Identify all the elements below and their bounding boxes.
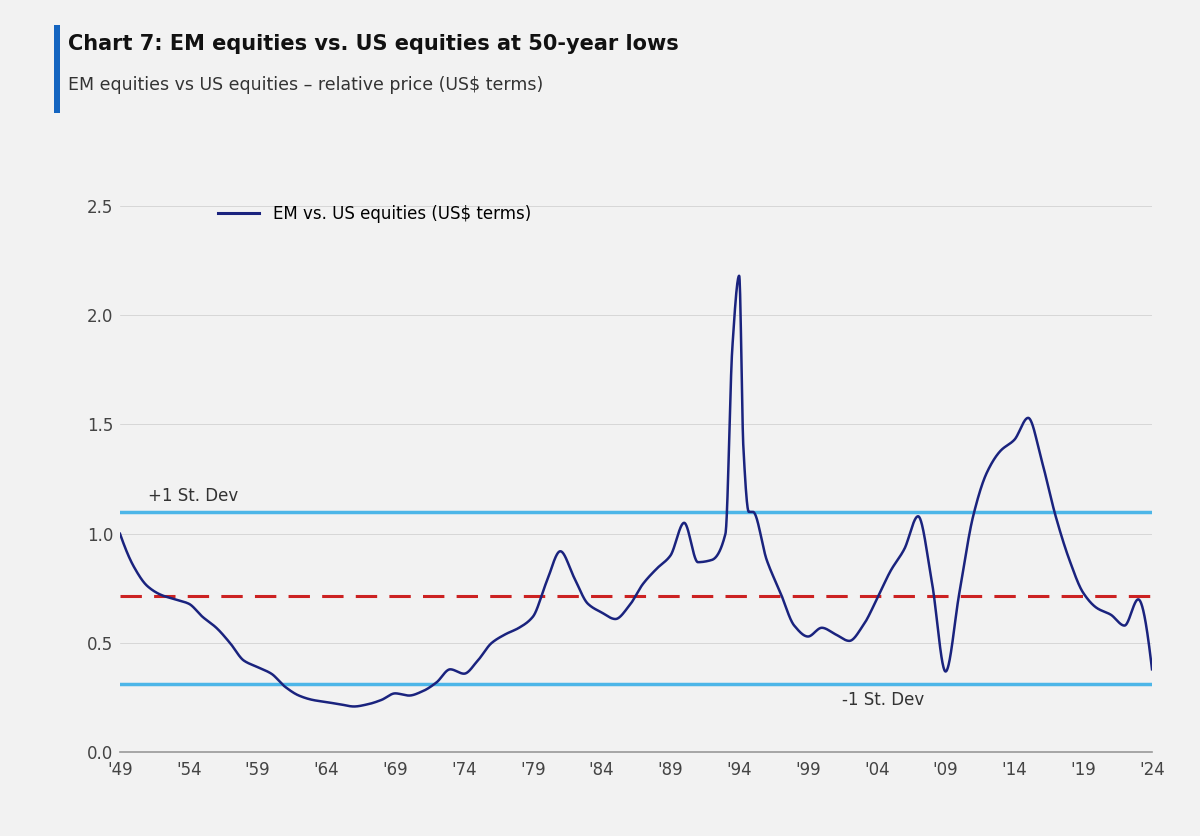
Text: -1 St. Dev: -1 St. Dev: [842, 691, 925, 710]
Text: EM equities vs US equities – relative price (US$ terms): EM equities vs US equities – relative pr…: [68, 76, 544, 94]
Text: +1 St. Dev: +1 St. Dev: [148, 487, 238, 505]
Text: Chart 7: EM equities vs. US equities at 50-year lows: Chart 7: EM equities vs. US equities at …: [68, 34, 679, 54]
Legend: EM vs. US equities (US$ terms): EM vs. US equities (US$ terms): [211, 198, 538, 229]
